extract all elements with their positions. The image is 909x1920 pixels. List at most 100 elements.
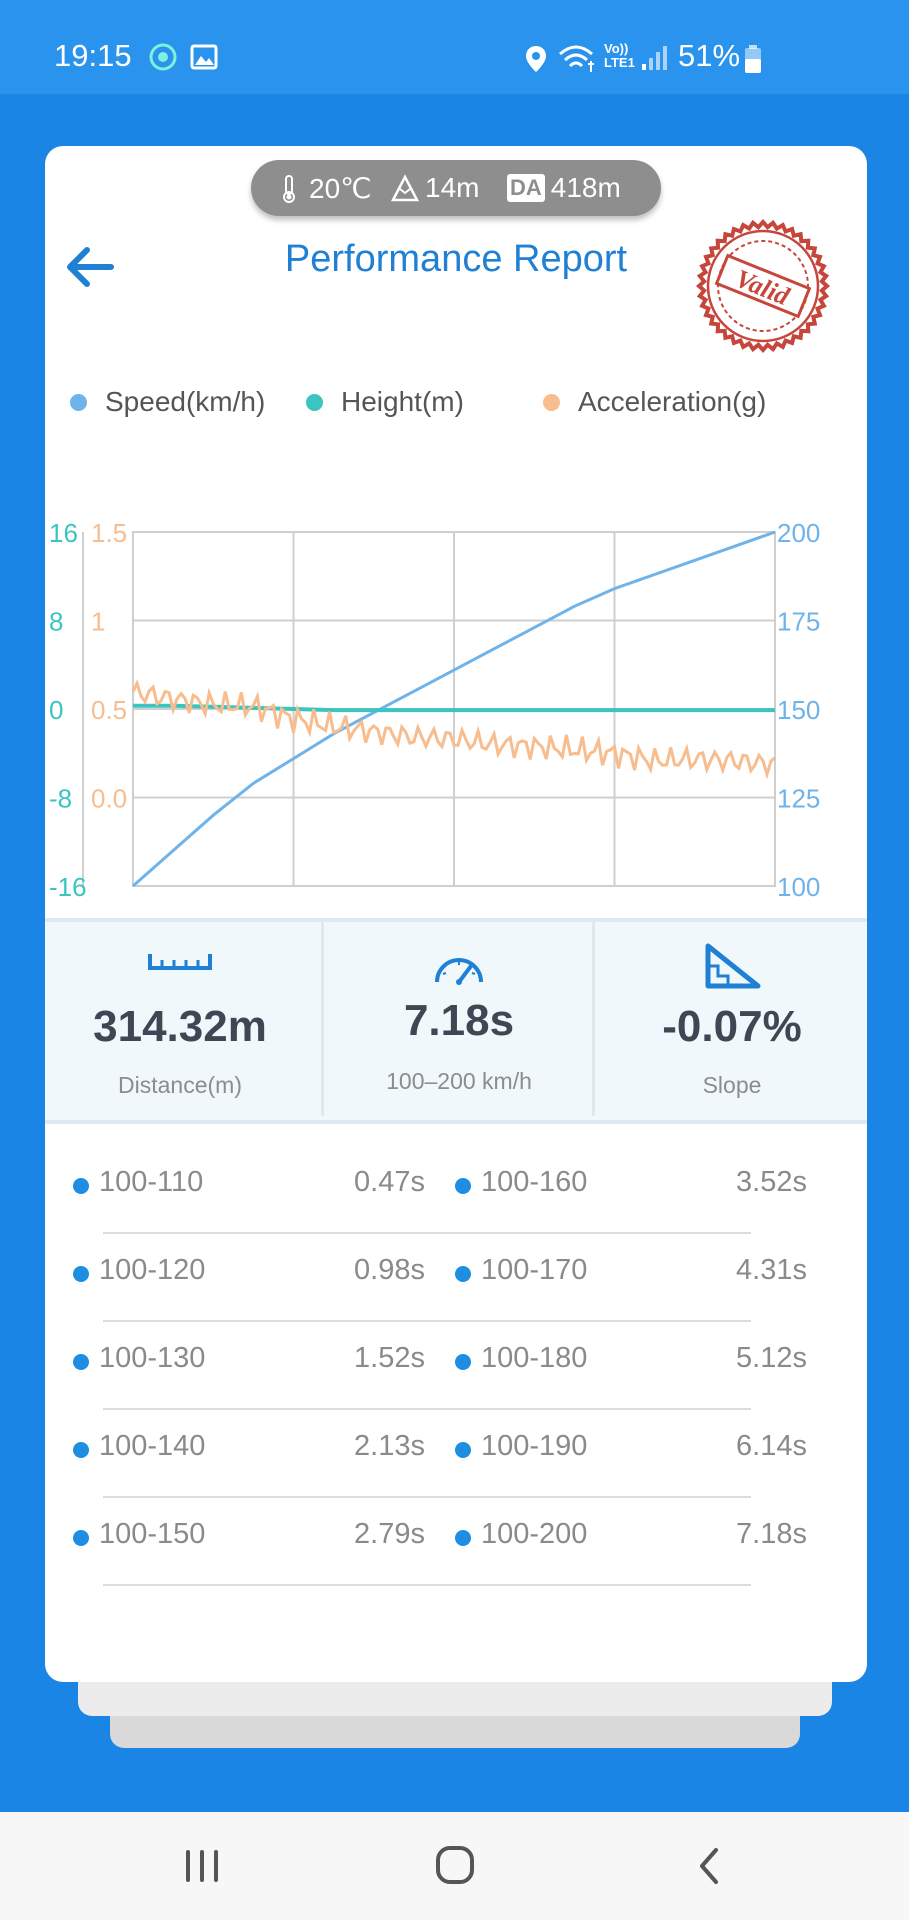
stat-slope-label: Slope (702, 1072, 762, 1098)
valid-stamp: Valid (695, 218, 831, 354)
mountain-icon (391, 174, 419, 202)
row-divider (103, 1232, 751, 1234)
split-time: 1.52s (354, 1342, 425, 1374)
height-tick-label: -8 (49, 784, 72, 814)
split-dot (455, 1178, 471, 1194)
split-range: 100-130 (99, 1342, 206, 1374)
performance-chart: 16 8 0 -8 -16 1.5 1 0.5 0.0 200 175 150 125 100 (49, 518, 820, 902)
split-range: 100-120 (99, 1254, 206, 1286)
split-range: 100-110 (99, 1166, 204, 1198)
stats-panel: 314.32m Distance(m) 7.18s 100–200 km/h -… (45, 918, 867, 1124)
thermometer-icon (283, 174, 295, 203)
legend-dot-acceleration (543, 393, 560, 411)
stat-slope: -0.07% Slope (597, 922, 867, 1120)
report-card: 20℃ 14m DA 418m Performance Report Valid (45, 146, 867, 1682)
home-icon[interactable] (434, 1844, 478, 1888)
speed-tick-label: 125 (777, 784, 820, 814)
temperature-item: 20℃ (281, 172, 372, 205)
network-label: Vo)) LTE1 (604, 41, 635, 70)
split-range: 100-170 (481, 1254, 588, 1286)
status-bar: 19:15 Vo)) LTE1 51% (0, 0, 909, 94)
split-time: 2.79s (354, 1518, 425, 1550)
speed-tick-label: 100 (777, 872, 820, 902)
acceleration-tick-label: 0.5 (91, 695, 127, 725)
split-dot (73, 1442, 89, 1458)
stat-distance-label: Distance(m) (118, 1072, 242, 1098)
status-time: 19:15 (54, 38, 132, 73)
split-row: 100-120 0.98s 100-170 4.31s (45, 1234, 867, 1322)
navigation-bar (0, 1812, 909, 1920)
stats-divider (592, 922, 595, 1116)
legend-speed-label: Speed(km/h) (105, 386, 266, 417)
legend-dot-height (306, 393, 323, 411)
page-title: Performance Report (284, 238, 628, 280)
speed-tick-label: 150 (777, 695, 820, 725)
environment-pill: 20℃ 14m DA 418m (251, 160, 661, 216)
signal-icon (642, 46, 667, 70)
legend-dot-speed (70, 393, 87, 411)
acceleration-tick-label: 1 (91, 607, 105, 637)
battery-icon (745, 45, 761, 73)
image-icon (190, 44, 218, 70)
split-range: 100-140 (99, 1430, 206, 1462)
battery-percent: 51% (678, 38, 741, 73)
split-time: 0.98s (354, 1254, 425, 1286)
stat-distance: 314.32m Distance(m) (45, 922, 315, 1120)
split-row: 100-150 2.79s 100-200 7.18s (45, 1498, 867, 1586)
height-tick-label: 0 (49, 695, 63, 725)
legend-acceleration: Acceleration(g) (543, 386, 766, 418)
split-dot (455, 1442, 471, 1458)
wifi-icon (559, 45, 594, 72)
split-row: 100-140 2.13s 100-190 6.14s (45, 1410, 867, 1498)
legend-height-label: Height(m) (341, 386, 464, 417)
height-tick-label: 16 (49, 518, 78, 548)
nav-back-icon[interactable] (694, 1846, 724, 1886)
altitude-value: 14m (425, 172, 480, 203)
app-notification-icon (149, 43, 177, 71)
legend-acceleration-label: Acceleration(g) (578, 386, 767, 417)
split-range: 100-200 (481, 1518, 588, 1550)
stat-distance-value: 314.32m (93, 1002, 267, 1051)
da-badge: DA (507, 174, 545, 202)
split-dot (73, 1178, 89, 1194)
split-dot (455, 1354, 471, 1370)
row-divider (103, 1320, 751, 1322)
split-time: 6.14s (736, 1430, 807, 1462)
row-divider (103, 1408, 751, 1410)
location-icon (526, 46, 546, 72)
recent-apps-icon[interactable] (182, 1846, 222, 1886)
split-range: 100-160 (481, 1166, 588, 1198)
split-dot (73, 1530, 89, 1546)
split-time: 5.12s (736, 1342, 807, 1374)
height-tick-label: -16 (49, 872, 87, 902)
split-range: 100-180 (481, 1342, 588, 1374)
legend-height: Height(m) (306, 386, 464, 418)
split-range: 100-190 (481, 1430, 588, 1462)
ruler-icon (148, 954, 212, 970)
stat-time-label: 100–200 km/h (386, 1068, 532, 1094)
slope-icon (705, 943, 761, 989)
legend-speed: Speed(km/h) (70, 386, 265, 418)
altitude-item: 14m (391, 172, 479, 204)
density-altitude-item: DA 418m (507, 172, 621, 204)
height-line (133, 703, 775, 713)
speedometer-icon (435, 958, 483, 985)
speed-tick-label: 175 (777, 607, 820, 637)
split-time: 7.18s (736, 1518, 807, 1550)
height-tick-label: 8 (49, 607, 63, 637)
stat-time-value: 7.18s (403, 996, 515, 1045)
acceleration-tick-label: 0.0 (91, 784, 127, 814)
split-dot (455, 1266, 471, 1282)
acceleration-tick-label: 1.5 (91, 518, 127, 548)
split-row: 100-110 0.47s 100-160 3.52s (45, 1146, 867, 1234)
row-divider (103, 1584, 751, 1586)
split-time: 2.13s (354, 1430, 425, 1462)
split-dot (455, 1530, 471, 1546)
split-dot (73, 1354, 89, 1370)
split-row: 100-130 1.52s 100-180 5.12s (45, 1322, 867, 1410)
speed-line (132, 530, 776, 888)
split-time: 0.47s (354, 1166, 425, 1198)
split-time: 4.31s (736, 1254, 807, 1286)
back-arrow-icon[interactable] (59, 232, 129, 302)
split-time: 3.52s (736, 1166, 807, 1198)
